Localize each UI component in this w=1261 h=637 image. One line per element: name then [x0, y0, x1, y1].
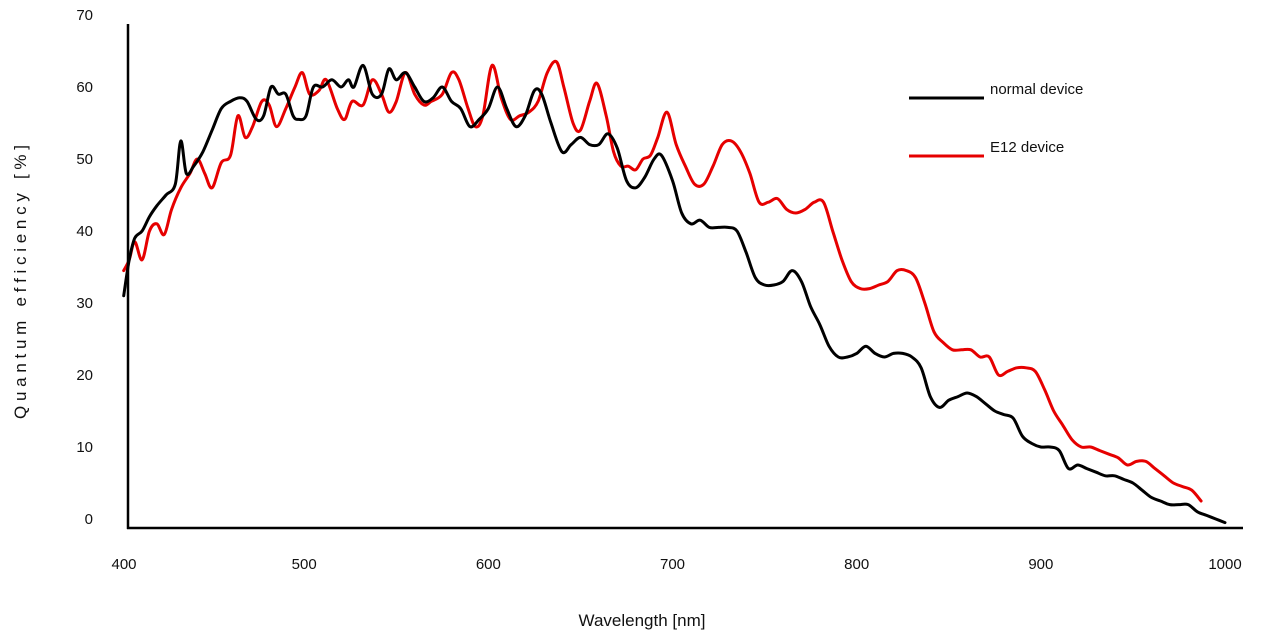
y-tick-label: 30 — [76, 295, 93, 312]
y-tick-label: 10 — [76, 439, 93, 456]
x-axis-title: Wavelength [nm] — [579, 611, 706, 630]
y-tick-label: 40 — [76, 223, 93, 240]
legend-label-e12-device: E12 device — [990, 139, 1064, 156]
series-line-normal-device — [122, 63, 1227, 525]
x-tick-label: 400 — [111, 556, 136, 573]
y-tick-label: 60 — [76, 79, 93, 96]
legend: normal device E12 device — [909, 81, 1083, 158]
x-tick-label: 800 — [844, 556, 869, 573]
series-line-e12-device — [122, 59, 1203, 503]
y-axis-title: Q u a n t u m e f f i c i e n c y [ % ] — [11, 145, 30, 419]
y-tick-label: 50 — [76, 151, 93, 168]
x-tick-label: 1000 — [1208, 556, 1241, 573]
x-tick-label: 900 — [1028, 556, 1053, 573]
y-tick-label: 20 — [76, 367, 93, 384]
series-layer — [122, 59, 1227, 525]
x-tick-label: 700 — [660, 556, 685, 573]
y-tick-label: 0 — [85, 511, 93, 528]
x-tick-label: 500 — [292, 556, 317, 573]
y-tick-labels: 0 10 20 30 40 50 60 70 — [76, 7, 93, 528]
x-tick-labels: 400 500 600 700 800 900 1000 — [111, 556, 1241, 573]
y-tick-label: 70 — [76, 7, 93, 24]
x-tick-label: 600 — [476, 556, 501, 573]
legend-label-normal-device: normal device — [990, 81, 1083, 98]
